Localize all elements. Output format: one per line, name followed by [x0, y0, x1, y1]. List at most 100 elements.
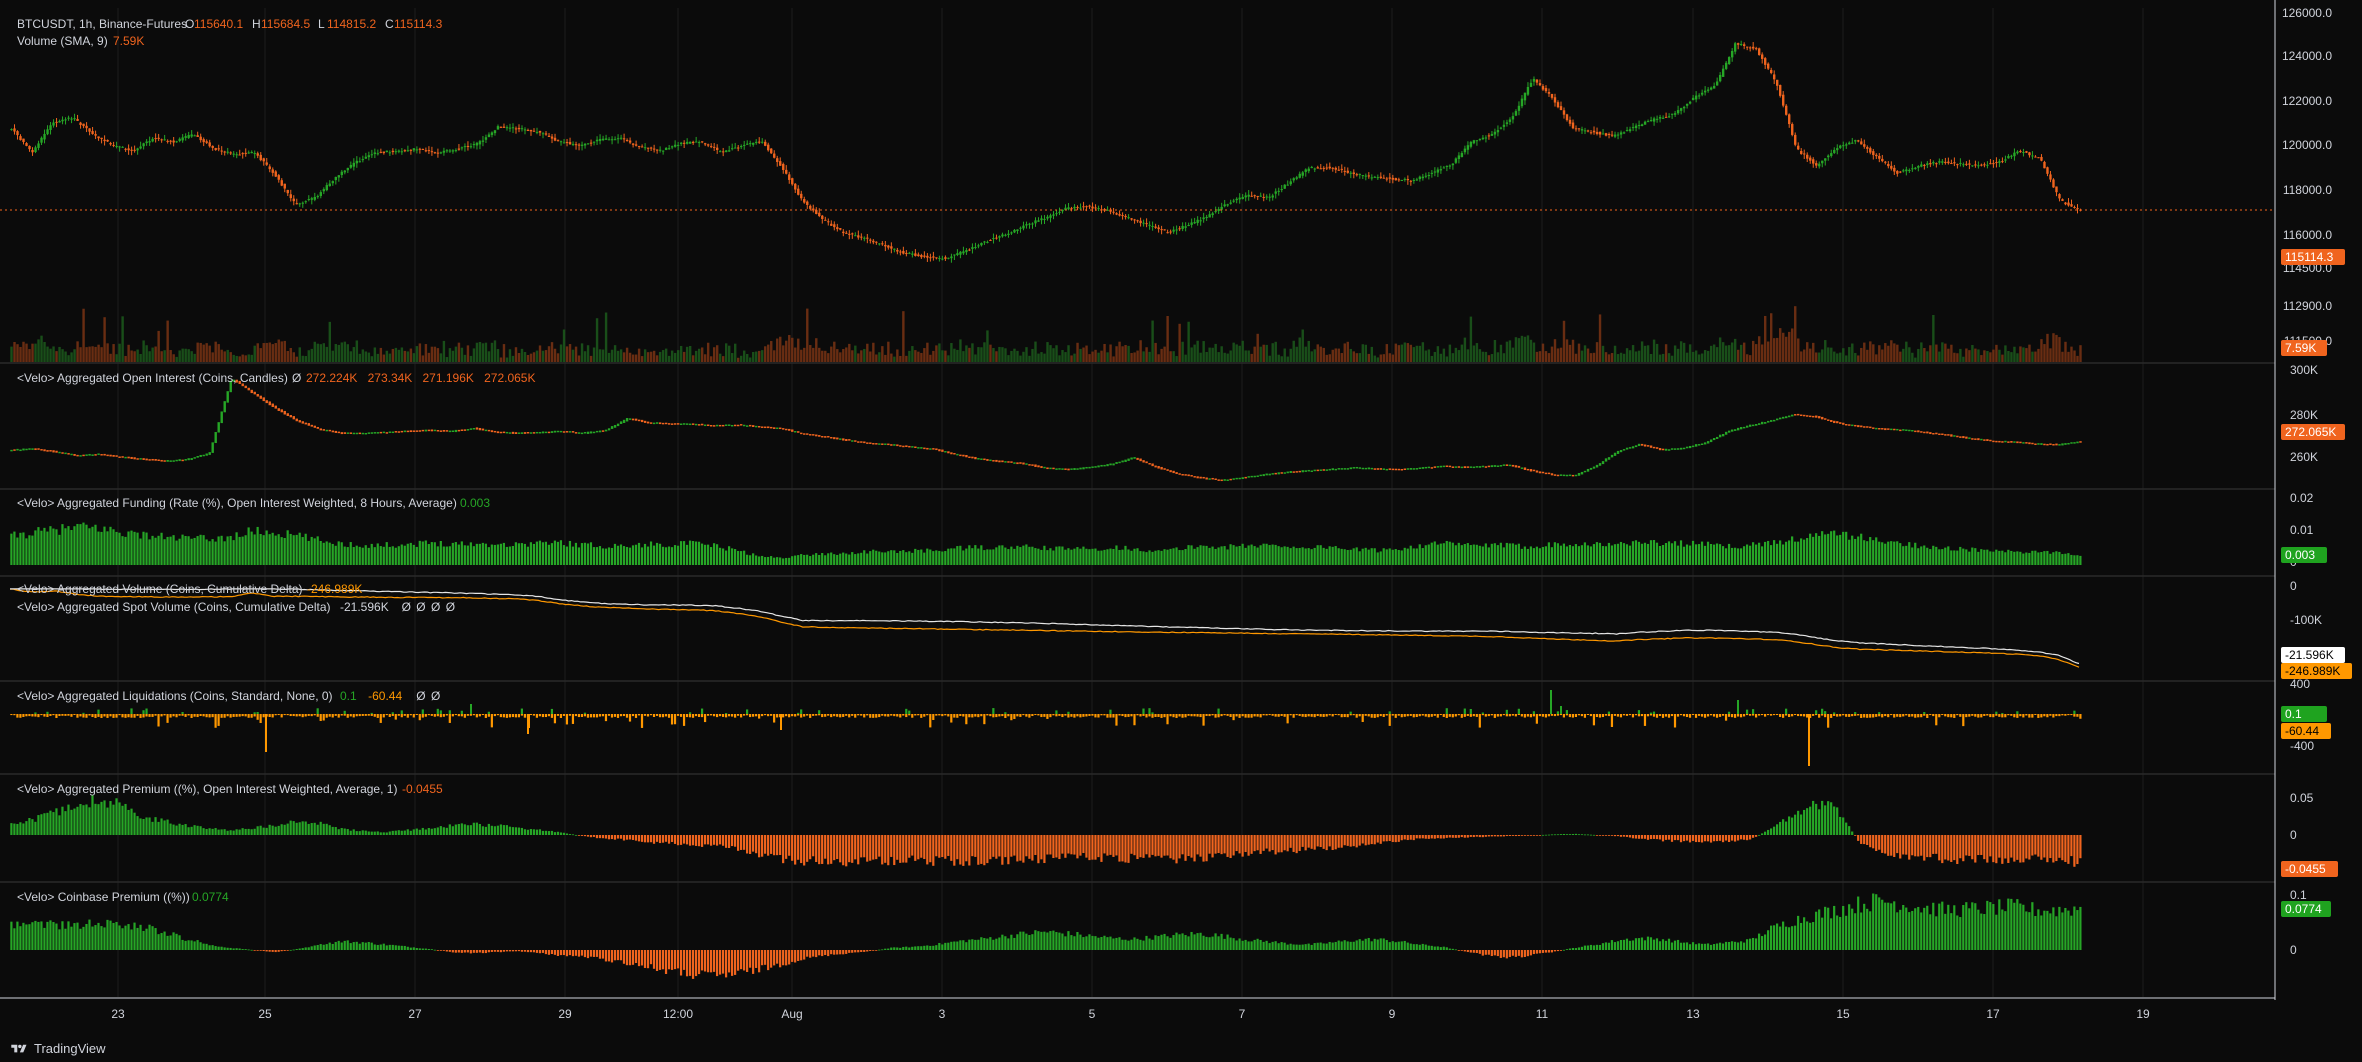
funding-bar — [1649, 540, 1653, 565]
premium-bar — [1058, 835, 1061, 860]
premium-bar — [523, 829, 526, 835]
funding-bar — [409, 542, 412, 565]
oi-candle — [767, 426, 770, 429]
candle — [1863, 144, 1866, 147]
volume-bar — [322, 343, 326, 362]
volume-bar — [1577, 343, 1581, 362]
liquidation-short-bar — [640, 714, 644, 728]
liquidation-short-bar — [1163, 714, 1166, 718]
funding-bar — [1364, 547, 1367, 565]
candle — [658, 149, 662, 151]
candle — [815, 209, 818, 214]
volume-bar — [664, 348, 668, 362]
candle — [1550, 93, 1554, 98]
premium-bar — [1769, 828, 1773, 835]
volume-bar — [1821, 349, 1824, 362]
funding-bar — [331, 543, 334, 565]
candle — [1610, 134, 1614, 136]
premium-bar — [121, 805, 124, 835]
candle — [661, 150, 665, 152]
funding-bar — [1157, 550, 1160, 565]
oi-candle — [121, 456, 124, 458]
oi-candle — [1815, 415, 1818, 418]
premium-bar — [1821, 800, 1824, 835]
liquidation-short-bar — [1388, 714, 1391, 726]
liquidation-short-bar — [920, 714, 923, 718]
volume-bar — [592, 347, 596, 362]
premium-bar — [652, 835, 656, 844]
candle — [1103, 209, 1106, 211]
volume-bar — [70, 352, 73, 362]
premium-bar — [319, 821, 322, 835]
premium-bar — [1232, 835, 1235, 856]
oi-candle — [1289, 471, 1292, 474]
oi-candle — [481, 428, 485, 431]
oi-candle — [1818, 416, 1821, 419]
funding-bar — [1724, 548, 1728, 565]
liquidation-long-bar — [1751, 709, 1755, 714]
oi-candle — [1136, 457, 1139, 460]
liquidation-short-bar — [971, 714, 974, 718]
oi-candle — [496, 431, 500, 434]
candle — [947, 257, 950, 259]
volume-bar — [950, 343, 953, 362]
funding-bar — [220, 535, 223, 565]
premium-bar — [1505, 835, 1508, 837]
cd-legend: <Velo> Aggregated Volume (Coins, Cumulat… — [17, 582, 455, 614]
funding-bar — [529, 542, 533, 565]
oi-candle — [863, 441, 866, 444]
liquidation-short-bar — [1760, 714, 1764, 716]
funding-bar — [1184, 549, 1187, 565]
candle — [220, 150, 223, 152]
funding-bar — [136, 532, 139, 565]
liquidation-short-bar — [463, 714, 466, 718]
liquidation-short-bar — [535, 714, 539, 718]
liquidation-short-bar — [1808, 714, 1810, 766]
funding-bar — [1586, 545, 1590, 565]
liquidation-short-bar — [451, 714, 454, 717]
liquidation-short-bar — [541, 714, 545, 718]
liquidation-short-bar — [229, 714, 232, 718]
volume-bar — [1280, 356, 1283, 362]
oi-candle — [292, 416, 295, 420]
volume-bar — [1040, 352, 1043, 362]
liquidation-short-bar — [115, 714, 118, 718]
liquidation-short-bar — [661, 714, 665, 718]
premium-bar — [328, 825, 331, 835]
oi-candle — [145, 458, 148, 461]
liquidation-short-bar — [1706, 714, 1710, 717]
candle — [319, 192, 323, 197]
funding-bar — [1397, 549, 1400, 565]
ohlc-label: O — [185, 17, 194, 31]
liquidation-long-bar — [1148, 708, 1151, 714]
candle — [1872, 151, 1875, 156]
candle — [950, 256, 953, 259]
premium-bar — [19, 822, 22, 835]
funding-bar — [794, 555, 797, 565]
candle — [1959, 162, 1962, 164]
liquidation-short-bar — [1331, 714, 1334, 717]
liquidation-short-bar — [160, 714, 163, 717]
volume-bar — [133, 351, 136, 362]
volume-bar — [415, 346, 419, 362]
candle — [1553, 97, 1557, 103]
funding-bar — [1265, 543, 1268, 565]
candle — [130, 149, 133, 151]
volume-bar — [607, 352, 611, 362]
funding-bar — [688, 540, 692, 565]
oi-candle — [1920, 431, 1923, 433]
premium-bar — [1052, 835, 1055, 859]
oi-candle — [1019, 462, 1022, 464]
funding-bar — [634, 544, 638, 565]
premium-bar — [367, 831, 370, 835]
candle — [1944, 161, 1947, 164]
candle — [995, 237, 998, 239]
premium-bar — [1685, 835, 1689, 841]
volume-bar — [1010, 350, 1013, 362]
liquidation-short-bar — [1298, 714, 1301, 716]
liquidation-short-bar — [1250, 714, 1253, 718]
premium-bar — [1100, 835, 1103, 862]
volume-bar — [2034, 351, 2037, 362]
liquidation-short-bar — [1118, 714, 1121, 716]
